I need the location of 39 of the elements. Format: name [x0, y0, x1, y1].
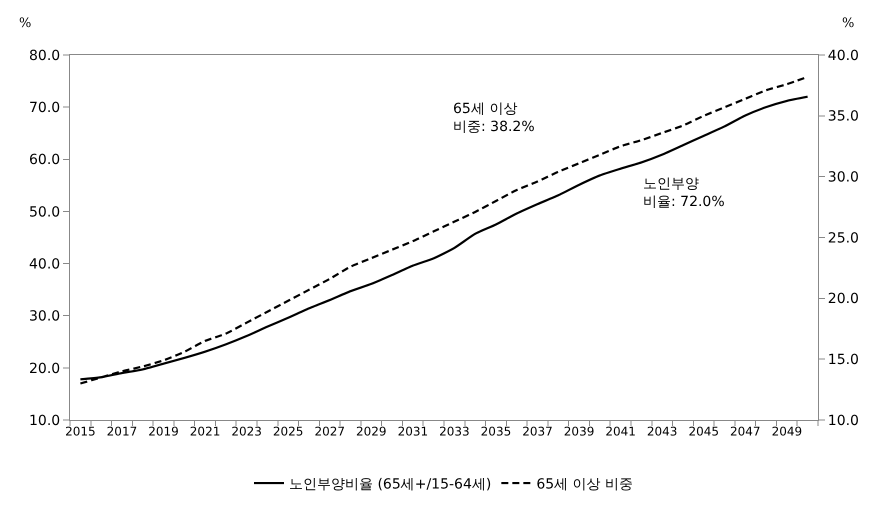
- x-tick-label: 2021: [190, 424, 220, 438]
- y-tick-label: 30.0: [29, 308, 60, 325]
- y2-tick-label: 25.0: [828, 230, 859, 246]
- y2-tick-label: 20.0: [828, 291, 859, 308]
- x-tick-label: 2023: [231, 424, 262, 438]
- y-tick-label: 70.0: [29, 100, 60, 116]
- x-tick-label: 2047: [730, 424, 761, 438]
- x-tick-label: 2033: [439, 424, 470, 438]
- x-tick-label: 2043: [646, 424, 678, 438]
- x-tick-label: 2025: [272, 424, 304, 438]
- legend-label: 노인부양비율 (65세+/15-64세): [289, 476, 492, 493]
- y-tick-label: 10.0: [29, 412, 60, 429]
- x-tick-label: 2049: [772, 424, 802, 438]
- y-tick-label: 40.0: [29, 256, 60, 272]
- y-tick-label: 80.0: [29, 48, 60, 64]
- y-axis-title: %: [19, 16, 32, 31]
- y2-tick-label: 40.0: [828, 48, 859, 64]
- legend-label: 65세 이상 비중: [536, 476, 634, 493]
- y2-tick-label: 35.0: [828, 108, 859, 125]
- annotation: 65세 이상 비중: 38.2%: [453, 101, 535, 136]
- x-tick-label: 2045: [688, 424, 719, 438]
- x-tick-label: 2039: [564, 424, 594, 438]
- y2-tick-label: 30.0: [828, 170, 859, 186]
- x-tick-label: 2037: [522, 424, 553, 438]
- y2-tick-label: 10.0: [828, 412, 859, 429]
- y-tick-label: 50.0: [29, 204, 60, 220]
- y-tick-label: 20.0: [29, 360, 60, 377]
- x-tick-label: 2027: [314, 424, 345, 438]
- y2-tick-label: 15.0: [828, 352, 859, 368]
- y-tick-label: 60.0: [29, 152, 60, 168]
- x-tick-label: 2017: [106, 424, 138, 438]
- x-tick-label: 2041: [605, 424, 636, 438]
- y2-axis-title: %: [842, 16, 854, 31]
- x-tick-label: 2015: [65, 424, 96, 438]
- x-tick-label: 2029: [356, 424, 387, 438]
- x-tick-label: 2019: [148, 424, 179, 438]
- x-tick-label: 2031: [398, 424, 428, 438]
- annotation: 노인부양 비율: 72.0%: [643, 176, 725, 210]
- x-tick-label: 2035: [480, 424, 512, 438]
